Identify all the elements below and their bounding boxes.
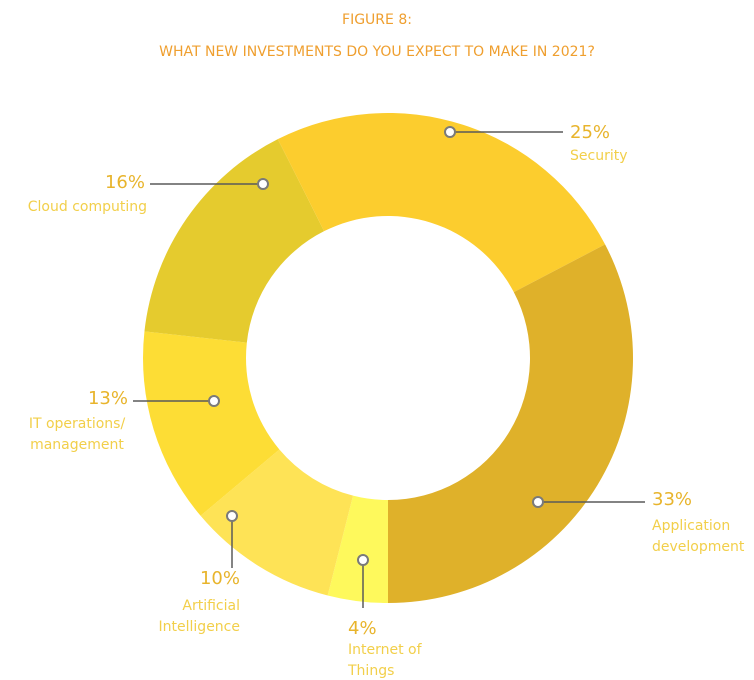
value-label: 16% — [104, 172, 145, 193]
donut-segment — [143, 331, 280, 516]
value-label: 33% — [652, 489, 693, 510]
callout-dot — [208, 395, 220, 407]
category-label: Cloud computing — [27, 199, 147, 215]
callout-dot — [226, 510, 238, 522]
donut-segment — [277, 113, 606, 293]
category-label: Security — [570, 148, 628, 164]
callout-dot — [357, 554, 369, 566]
value-label: 13% — [87, 388, 128, 409]
donut-segment — [327, 495, 388, 603]
callout-dot — [257, 178, 269, 190]
category-label: Application development — [652, 518, 745, 555]
category-label: Artificial Intelligence — [158, 598, 240, 635]
value-label: 4% — [348, 618, 377, 639]
chart-subtitle: WHAT NEW INVESTMENTS DO YOU EXPECT TO MA… — [159, 44, 595, 60]
category-label: Internet of Things — [348, 642, 422, 679]
value-label: 25% — [570, 122, 611, 143]
chart-title: FIGURE 8: — [342, 12, 412, 28]
category-label: IT operations/ management — [28, 416, 126, 453]
callout-dot — [444, 126, 456, 138]
callout-dot — [532, 496, 544, 508]
donut-segment — [144, 139, 325, 343]
donut-segment — [388, 244, 633, 603]
donut-segment — [200, 449, 354, 596]
value-label: 10% — [199, 568, 240, 589]
